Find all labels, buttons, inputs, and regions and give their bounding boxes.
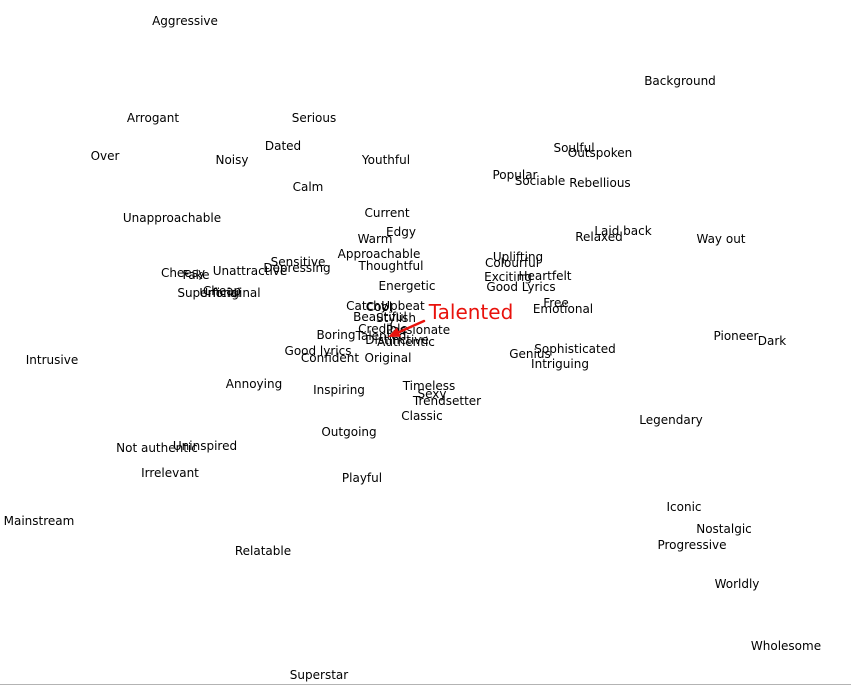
word-label: Unoriginal xyxy=(199,286,260,300)
word-label: Boring xyxy=(316,328,355,342)
word-label: Upbeat xyxy=(381,299,425,313)
word-label: Fake xyxy=(182,268,209,282)
word-label: Beautiful xyxy=(353,310,407,324)
word-label: Mainstream xyxy=(4,514,75,528)
word-label: Inspiring xyxy=(313,383,365,397)
word-label: Relatable xyxy=(235,544,291,558)
word-label: Noisy xyxy=(215,153,248,167)
highlight-label: Talented xyxy=(428,300,514,324)
word-label: Irrelevant xyxy=(141,466,199,480)
word-label: Superficial xyxy=(177,286,240,300)
word-label: Soulful xyxy=(553,141,594,155)
word-label: Superstar xyxy=(290,668,348,682)
word-label: Classic xyxy=(401,409,443,423)
word-label: Current xyxy=(364,206,409,220)
word-label: Sensitive xyxy=(271,255,326,269)
highlight-arrow-line xyxy=(397,319,426,334)
word-label: Arrogant xyxy=(127,111,180,125)
word-label: Playful xyxy=(342,471,382,485)
word-label: Emotional xyxy=(533,302,593,316)
word-label: Stylish xyxy=(376,311,416,325)
word-label: Good Lyrics xyxy=(486,280,555,294)
word-label: Relaxed xyxy=(575,230,623,244)
word-label: Rebellious xyxy=(569,176,630,190)
word-label: Aggressive xyxy=(152,14,218,28)
word-label: Progressive xyxy=(657,538,726,552)
word-label: Youthful xyxy=(361,153,410,167)
word-label: Outspoken xyxy=(568,146,632,160)
word-label: Over xyxy=(91,149,120,163)
word-label: Iconic xyxy=(666,500,701,514)
word-label: Way out xyxy=(696,232,745,246)
word-label: Free xyxy=(543,296,568,310)
word-label: Distinctive xyxy=(365,333,429,347)
word-label: Confident xyxy=(301,351,359,365)
word-label: Intriguing xyxy=(531,357,589,371)
word-label: Energetic xyxy=(379,279,436,293)
word-label: Pioneer xyxy=(714,329,759,343)
word-label: Background xyxy=(644,74,716,88)
word-label: Exciting xyxy=(484,270,532,284)
word-label: Dark xyxy=(758,334,787,348)
word-label: Not authentic xyxy=(116,441,198,455)
word-label: Passionate xyxy=(386,323,450,337)
highlight-annotation: Talented xyxy=(388,300,513,337)
word-label: Unapproachable xyxy=(123,211,221,225)
word-label: Popular xyxy=(493,168,538,182)
word-label: Serious xyxy=(292,111,336,125)
word-label: Legendary xyxy=(639,413,702,427)
word-label: Sociable xyxy=(515,174,566,188)
word-label: Authentic xyxy=(377,335,435,349)
word-label: Depressing xyxy=(263,261,330,275)
word-label: Heartfelt xyxy=(518,269,571,283)
word-label: Edgy xyxy=(386,225,416,239)
word-label: Unattractive xyxy=(213,264,288,278)
word-label: Catchy xyxy=(346,299,388,313)
word-label: Genius xyxy=(509,347,550,361)
word-label: Sophisticated xyxy=(534,342,615,356)
word-label: Wholesome xyxy=(751,639,821,653)
word-label: Cheesy xyxy=(161,266,205,280)
word-label: Dated xyxy=(265,139,301,153)
word-label: Calm xyxy=(293,180,324,194)
word-label: Colourful xyxy=(485,256,539,270)
word-label: Timeless xyxy=(402,379,456,393)
word-label: Warm xyxy=(358,232,393,246)
word-labels: Aggressive Background Arrogant Serious Dated… xyxy=(4,14,821,682)
word-label: Annoying xyxy=(226,377,282,391)
word-label: Good lyrics xyxy=(285,344,352,358)
word-label: Laid back xyxy=(594,224,651,238)
word-label: Approachable xyxy=(338,247,421,261)
word-label: Intrusive xyxy=(26,353,78,367)
highlight-arrow-head xyxy=(388,327,401,337)
word-label: Uninspired xyxy=(173,439,237,453)
word-label: Trendsetter xyxy=(412,394,481,408)
word-label: Original xyxy=(365,351,412,365)
word-label: Sexy xyxy=(418,387,447,401)
word-label: Worldly xyxy=(715,577,760,591)
word-label: Nostalgic xyxy=(696,522,752,536)
word-label: Cheap xyxy=(203,284,241,298)
word-label: Cool xyxy=(366,300,392,314)
word-label: Thoughtful xyxy=(358,259,424,273)
word-label: Uplifting xyxy=(493,250,543,264)
word-label: Outgoing xyxy=(321,425,376,439)
